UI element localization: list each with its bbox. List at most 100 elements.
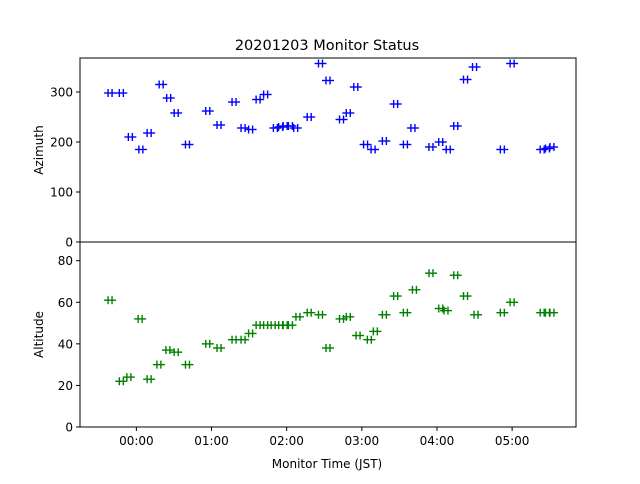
y-tick-label: 80 bbox=[58, 254, 73, 268]
x-tick-label: 05:00 bbox=[495, 434, 530, 448]
data-point bbox=[244, 329, 257, 338]
data-point bbox=[378, 137, 391, 145]
data-point bbox=[155, 80, 168, 89]
data-point bbox=[122, 373, 135, 382]
data-point bbox=[162, 94, 175, 102]
data-point bbox=[378, 310, 391, 319]
data-point bbox=[213, 121, 226, 129]
chart-title: 20201203 Monitor Status bbox=[235, 38, 419, 54]
x-tick-label: 00:00 bbox=[119, 434, 154, 448]
data-point bbox=[274, 123, 287, 131]
data-point bbox=[389, 100, 402, 108]
y-tick-label: 300 bbox=[50, 86, 73, 100]
data-point bbox=[545, 143, 558, 151]
data-point bbox=[506, 59, 519, 68]
data-point bbox=[291, 312, 304, 321]
data-point bbox=[363, 335, 376, 344]
data-point bbox=[152, 360, 165, 369]
data-point bbox=[259, 90, 272, 99]
panel-azimuth: 0 100 200 300 Azimuth bbox=[32, 57, 577, 250]
x-tick-label: 02:00 bbox=[269, 434, 304, 448]
x-tick-label: 03:00 bbox=[345, 434, 380, 448]
data-point bbox=[252, 95, 265, 104]
data-point bbox=[459, 292, 472, 301]
data-point bbox=[322, 344, 334, 353]
data-point bbox=[124, 133, 137, 141]
data-point bbox=[181, 140, 194, 149]
y-tick-label: 0 bbox=[65, 236, 73, 250]
data-point bbox=[352, 331, 365, 340]
data-point bbox=[322, 76, 334, 85]
data-point bbox=[104, 296, 117, 305]
y-tick-label: 40 bbox=[58, 337, 73, 351]
data-point bbox=[284, 122, 297, 130]
data-point bbox=[342, 312, 355, 321]
data-point bbox=[439, 306, 452, 315]
data-point bbox=[335, 115, 348, 124]
data-point bbox=[314, 59, 327, 68]
data-point bbox=[284, 321, 297, 330]
data-point bbox=[303, 308, 316, 317]
data-point bbox=[424, 143, 437, 151]
data-point bbox=[359, 140, 372, 149]
y-tick-label: 60 bbox=[58, 296, 73, 310]
data-point bbox=[314, 310, 327, 319]
data-point bbox=[399, 140, 412, 149]
data-point bbox=[367, 145, 380, 154]
data-point bbox=[459, 75, 472, 84]
data-point bbox=[303, 113, 316, 121]
data-point bbox=[342, 109, 355, 117]
y-tick-label: 100 bbox=[50, 186, 73, 200]
data-point bbox=[434, 304, 447, 313]
data-point bbox=[115, 377, 128, 386]
data-point bbox=[134, 314, 147, 323]
y-tick-label: 200 bbox=[50, 136, 73, 150]
data-point bbox=[449, 271, 462, 280]
data-point bbox=[442, 145, 455, 154]
data-point bbox=[228, 98, 241, 106]
data-point bbox=[161, 346, 174, 355]
data-point bbox=[237, 335, 250, 344]
y-axis-label: Azimuth bbox=[32, 125, 46, 174]
data-point bbox=[289, 124, 302, 132]
data-point bbox=[389, 292, 402, 301]
data-point bbox=[170, 109, 183, 117]
panel-altitude: 0 20 40 60 80 Altitude bbox=[32, 241, 577, 435]
data-point bbox=[104, 89, 117, 97]
data-point bbox=[541, 144, 554, 153]
y-tick-label: 20 bbox=[58, 379, 73, 393]
x-tick-label: 04:00 bbox=[420, 434, 455, 448]
data-point bbox=[115, 89, 128, 97]
axes-frame bbox=[79, 241, 577, 428]
x-axis-label: Monitor Time (JST) bbox=[272, 457, 382, 471]
data-point bbox=[201, 339, 214, 348]
data-point bbox=[143, 129, 156, 137]
data-point bbox=[536, 145, 549, 154]
x-axis: 00:00 01:00 02:00 03:00 04:00 05:00 bbox=[119, 427, 529, 448]
data-point bbox=[143, 375, 156, 384]
data-point bbox=[134, 145, 147, 154]
data-point bbox=[349, 83, 362, 91]
data-point bbox=[269, 124, 282, 132]
data-point bbox=[213, 344, 226, 353]
x-tick-label: 01:00 bbox=[194, 434, 229, 448]
data-point bbox=[399, 308, 412, 317]
data-point bbox=[170, 348, 183, 357]
y-tick-label: 0 bbox=[65, 421, 73, 435]
data-point bbox=[434, 138, 447, 146]
data-point bbox=[470, 310, 483, 319]
data-point bbox=[449, 122, 462, 130]
data-point bbox=[468, 63, 481, 71]
data-point bbox=[408, 285, 421, 294]
data-point bbox=[496, 308, 509, 317]
data-point bbox=[545, 308, 558, 317]
data-point bbox=[424, 269, 437, 278]
data-point bbox=[201, 107, 214, 115]
data-point bbox=[369, 327, 382, 336]
data-point bbox=[406, 124, 419, 132]
data-point bbox=[181, 360, 194, 369]
y-axis-label: Altitude bbox=[32, 311, 46, 358]
data-point bbox=[244, 125, 257, 134]
